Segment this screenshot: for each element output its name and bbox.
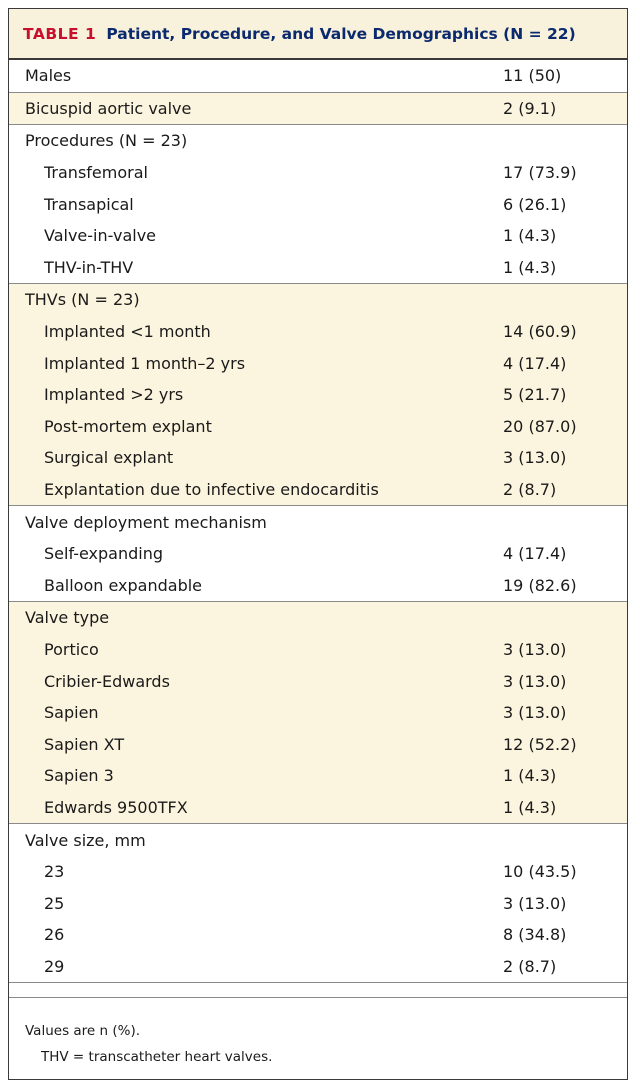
- row-value: 3 (13.0): [503, 448, 567, 468]
- row-value: 4 (17.4): [503, 544, 567, 564]
- row-label: Sapien 3: [44, 766, 114, 786]
- table-row: Valve type: [9, 602, 627, 634]
- row-group: Valve type Portico 3 (13.0) Cribier-Edwards…: [9, 602, 627, 825]
- row-value: 3 (13.0): [503, 703, 567, 723]
- row-value: 3 (13.0): [503, 639, 567, 659]
- table-row: Implanted >2 yrs 5 (21.7): [9, 379, 627, 411]
- table-row: Portico 3 (13.0): [9, 634, 627, 666]
- table-row: THVs (N = 23): [9, 284, 627, 316]
- abbreviation-note: THV = transcatheter heart valves.: [41, 1049, 273, 1065]
- row-value: 1 (4.3): [503, 766, 557, 786]
- table-title: Patient, Procedure, and Valve Demographi…: [106, 24, 576, 43]
- table-caption: TABLE 1 Patient, Procedure, and Valve De…: [9, 9, 627, 60]
- row-value: 2 (9.1): [503, 98, 557, 118]
- row-value: 14 (60.9): [503, 322, 577, 342]
- row-value: 12 (52.2): [503, 734, 577, 754]
- row-label: Surgical explant: [44, 448, 174, 468]
- row-value: 1 (4.3): [503, 257, 557, 277]
- row-label: 23: [44, 862, 65, 882]
- row-group: Bicuspid aortic valve 2 (9.1): [9, 92, 627, 126]
- row-group: Valve deployment mechanism Self-expanding…: [9, 506, 627, 603]
- row-label: Valve size, mm: [25, 830, 146, 850]
- row-label: Sapien XT: [44, 734, 125, 754]
- row-value: 3 (13.0): [503, 671, 567, 691]
- row-value: 8 (34.8): [503, 925, 567, 945]
- row-value: 2 (8.7): [503, 480, 557, 500]
- row-label: Bicuspid aortic valve: [25, 98, 192, 118]
- row-label: Portico: [44, 639, 99, 659]
- table-row: Implanted <1 month 14 (60.9): [9, 316, 627, 348]
- row-label: Explantation due to infective endocardit…: [44, 480, 379, 500]
- row-value: 6 (26.1): [503, 194, 567, 214]
- row-group: Males 11 (50): [9, 60, 627, 93]
- table-number: TABLE 1: [23, 24, 97, 43]
- row-value: 1 (4.3): [503, 226, 557, 246]
- row-label: Transfemoral: [44, 163, 148, 183]
- demographics-table: TABLE 1 Patient, Procedure, and Valve De…: [8, 8, 628, 1080]
- row-value: 19 (82.6): [503, 575, 577, 595]
- table-row: Valve deployment mechanism: [9, 506, 627, 538]
- row-label: Post-mortem explant: [44, 416, 212, 436]
- row-label: Transapical: [44, 194, 134, 214]
- table-row: 23 10 (43.5): [9, 856, 627, 888]
- table-row: 26 8 (34.8): [9, 919, 627, 951]
- row-value: 2 (8.7): [503, 956, 557, 976]
- row-label: Cribier-Edwards: [44, 671, 170, 691]
- row-value: 17 (73.9): [503, 163, 577, 183]
- table-row: Sapien 3 1 (4.3): [9, 760, 627, 792]
- row-value: 20 (87.0): [503, 416, 577, 436]
- row-label: Self-expanding: [44, 544, 164, 564]
- row-label: 26: [44, 925, 65, 945]
- row-group: Valve size, mm 23 10 (43.5) 25 3 (13.0) 26 8 (…: [9, 824, 627, 984]
- row-label: Valve deployment mechanism: [25, 512, 267, 532]
- table-row: Valve-in-valve 1 (4.3): [9, 220, 627, 252]
- table-row: Surgical explant 3 (13.0): [9, 442, 627, 474]
- table-row: Sapien XT 12 (52.2): [9, 728, 627, 760]
- row-value: 3 (13.0): [503, 893, 567, 913]
- table-row: Cribier-Edwards 3 (13.0): [9, 665, 627, 697]
- table-row: Valve size, mm: [9, 824, 627, 856]
- table-row: Post-mortem explant 20 (87.0): [9, 411, 627, 443]
- table-row: 25 3 (13.0): [9, 887, 627, 919]
- table-row: Males 11 (50): [9, 60, 627, 92]
- table-row: Transfemoral 17 (73.9): [9, 157, 627, 189]
- row-label: Edwards 9500TFX: [44, 797, 188, 817]
- table-row: Explantation due to infective endocardit…: [9, 474, 627, 506]
- row-label: Valve-in-valve: [44, 226, 156, 246]
- row-group: THVs (N = 23) Implanted <1 month 14 (60.9)…: [9, 284, 627, 507]
- row-label: THVs (N = 23): [25, 290, 140, 310]
- table-row: Sapien 3 (13.0): [9, 697, 627, 729]
- table-row: Implanted 1 month–2 yrs 4 (17.4): [9, 347, 627, 379]
- row-label: Valve type: [25, 608, 110, 628]
- row-label: 25: [44, 893, 65, 913]
- row-group: Procedures (N = 23) Transfemoral 17 (73.9)…: [9, 125, 627, 285]
- row-label: Procedures (N = 23): [25, 131, 188, 151]
- row-label: 29: [44, 956, 65, 976]
- row-value: 4 (17.4): [503, 353, 567, 373]
- row-label: Implanted 1 month–2 yrs: [44, 353, 246, 373]
- row-value: 1 (4.3): [503, 797, 557, 817]
- values-note: Values are n (%).: [25, 1023, 141, 1039]
- table-body: Males 11 (50) Bicuspid aortic valve 2 (9.1)…: [9, 60, 627, 984]
- table-row: 29 2 (8.7): [9, 951, 627, 983]
- row-value: 5 (21.7): [503, 385, 567, 405]
- table-row: Self-expanding 4 (17.4): [9, 538, 627, 570]
- row-value: 10 (43.5): [503, 862, 577, 882]
- table-row: Transapical 6 (26.1): [9, 188, 627, 220]
- table-row: Balloon expandable 19 (82.6): [9, 570, 627, 602]
- table-row: Bicuspid aortic valve 2 (9.1): [9, 93, 627, 125]
- table-row: Edwards 9500TFX 1 (4.3): [9, 792, 627, 824]
- row-label: Sapien: [44, 703, 99, 723]
- table-row: THV-in-THV 1 (4.3): [9, 252, 627, 284]
- row-value: 11 (50): [503, 66, 562, 86]
- row-label: Balloon expandable: [44, 575, 203, 595]
- row-label: Implanted <1 month: [44, 322, 211, 342]
- table-footnotes: Values are n (%). THV = transcatheter he…: [9, 997, 627, 1070]
- table-row: Procedures (N = 23): [9, 125, 627, 157]
- row-label: Implanted >2 yrs: [44, 385, 184, 405]
- row-label: THV-in-THV: [44, 257, 134, 277]
- row-label: Males: [25, 66, 72, 86]
